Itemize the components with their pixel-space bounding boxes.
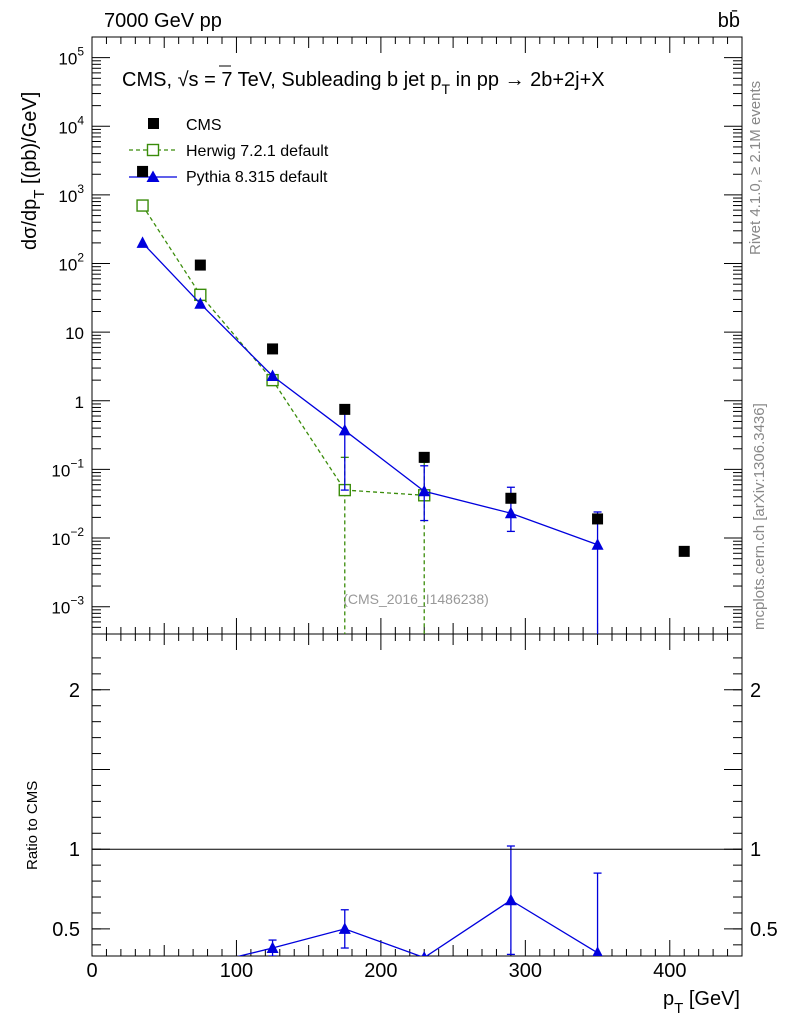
legend-pythia-label: Pythia 8.315 default — [186, 169, 328, 186]
x-axis-label: pT [GeV] — [663, 988, 740, 1017]
legend: CMS Herwig 7.2.1 default Pythia 8.315 de… — [129, 117, 329, 186]
ratio-y-tick-label-left: 1 — [69, 839, 80, 861]
main-y-axis-label: dσ/dpT [(pb)/GeV] — [19, 92, 48, 250]
cms-point — [592, 513, 604, 525]
pythia-point — [418, 484, 431, 497]
process-label: bb̄ — [718, 9, 740, 32]
pythia-point — [338, 423, 351, 436]
main-data-layer — [136, 165, 690, 634]
herwig-line — [142, 205, 425, 496]
legend-cms-marker — [148, 118, 159, 129]
y-tick-label: 10−2 — [51, 525, 84, 549]
plot-title: CMS, √s = 7 TeV, Subleading b jet pT in … — [122, 69, 605, 97]
y-tick-label: 104 — [58, 113, 84, 137]
ratio-pythia-point — [194, 959, 206, 971]
pythia-point — [194, 297, 207, 309]
cms-point — [505, 492, 517, 504]
legend-pythia-marker — [146, 170, 160, 182]
main-axis-ticks — [91, 36, 743, 956]
pythia-line — [142, 242, 598, 546]
y-tick-label: 105 — [58, 45, 84, 69]
cms-point — [194, 259, 206, 271]
pythia-point — [504, 506, 517, 519]
legend-cms-label: CMS — [186, 117, 222, 134]
cms-point — [678, 545, 690, 557]
ratio-y-axis-label: Ratio to CMS — [24, 781, 41, 870]
x-tick-label: 0 — [86, 960, 97, 982]
cms-point — [137, 165, 149, 177]
energy-label: 7000 GeV pp — [104, 10, 222, 32]
ratio-axis-ticks — [92, 657, 742, 946]
ratio-y-tick-label-left: 2 — [69, 680, 80, 702]
cms-point — [267, 343, 279, 355]
herwig-point — [136, 199, 149, 212]
y-tick-label: 10 — [65, 324, 84, 343]
cms-point — [339, 403, 351, 415]
legend-herwig-label: Herwig 7.2.1 default — [186, 143, 329, 160]
y-tick-label: 10−3 — [51, 594, 84, 618]
x-tick-label: 100 — [220, 960, 253, 982]
x-tick-label: 200 — [364, 960, 397, 982]
pythia-point — [591, 538, 604, 550]
pythia-point — [136, 236, 149, 248]
ratio-data-layer — [194, 845, 603, 971]
legend-herwig-marker — [146, 143, 160, 157]
y-tick-label: 1 — [75, 393, 84, 412]
ratio-pythia-point — [592, 946, 603, 956]
ratio-plot-frame — [91, 633, 743, 957]
rivet-label: Rivet 4.1.0, ≥ 2.1M events — [747, 81, 764, 255]
y-tick-label: 102 — [58, 251, 84, 275]
ratio-y-tick-label-right: 1 — [750, 839, 761, 861]
ratio-pythia-point — [266, 941, 279, 954]
cms-point — [418, 451, 430, 463]
analysis-watermark: (CMS_2016_I1486238) — [343, 591, 489, 607]
y-tick-label: 10−1 — [51, 456, 84, 480]
ratio-pythia-point — [504, 893, 517, 906]
y-tick-label: 103 — [58, 182, 84, 206]
pythia-point — [266, 369, 279, 381]
ratio-y-tick-label-right: 0.5 — [750, 919, 778, 941]
x-tick-label: 300 — [509, 960, 542, 982]
ratio-pythia-point — [338, 922, 351, 934]
mcplots-label: mcplots.cern.ch [arXiv:1306.3436] — [751, 403, 768, 630]
x-tick-label: 400 — [653, 960, 686, 982]
ratio-pythia-point — [421, 951, 427, 956]
ratio-y-tick-label-left: 0.5 — [52, 919, 80, 941]
ratio-pythia-line — [236, 899, 598, 956]
ratio-y-tick-label-right: 2 — [750, 680, 761, 702]
